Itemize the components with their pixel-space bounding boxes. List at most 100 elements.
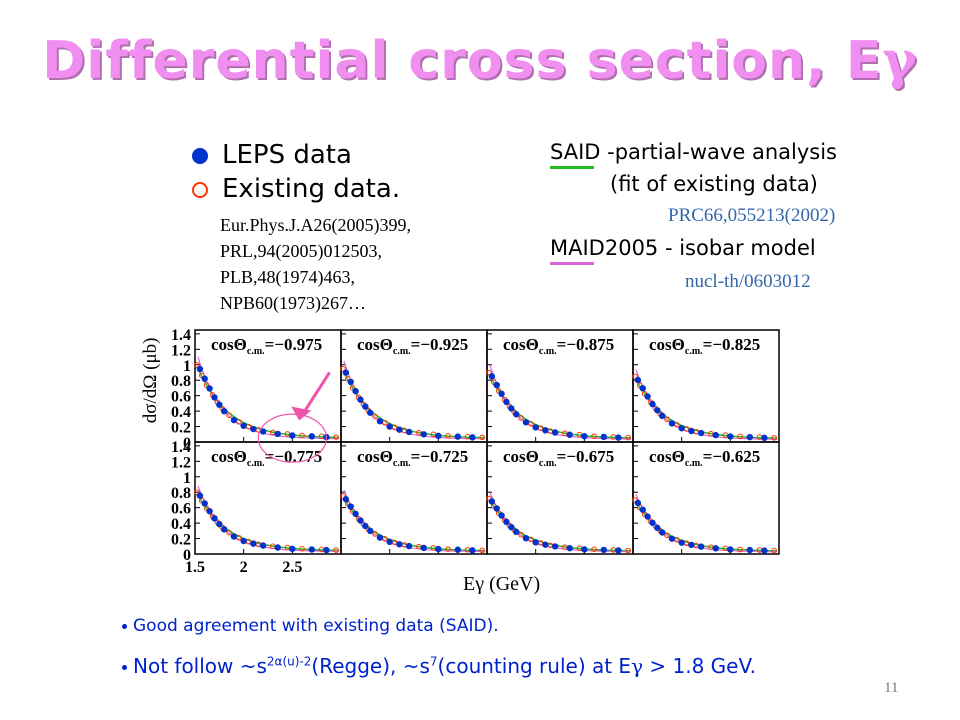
leps-data-point [649, 519, 656, 526]
leps-data-point [216, 401, 223, 408]
existing-data-point [372, 413, 378, 420]
existing-data-point [664, 416, 670, 423]
y-tick-label: 0.4 [171, 516, 191, 533]
maid-label: MAID2005 - isobar model [550, 236, 816, 260]
bullet-2-sup2: 7 [429, 654, 438, 669]
leps-data-point [503, 398, 510, 406]
bullet-2-part-a: Not follow ~s [133, 654, 267, 678]
reference-item: Eur.Phys.J.A26(2005)399, [220, 215, 412, 235]
existing-data-point [479, 434, 485, 441]
y-tick-label: 1.2 [171, 454, 191, 471]
bullet-2-part-c: (counting rule) at E [437, 654, 632, 678]
panel-label: cosΘc.m.=−0.725 [357, 447, 468, 469]
leps-data-point [615, 434, 622, 441]
leps-data-point [493, 505, 500, 512]
maid-curve [343, 489, 486, 553]
leps-data-point [274, 430, 281, 438]
leps-data-point [342, 369, 350, 376]
leps-data-point [727, 433, 734, 440]
maid-citation: nucl-th/0603012 [685, 271, 811, 292]
leps-data-point [367, 527, 374, 535]
existing-data-point [664, 532, 670, 539]
y-tick-label: 0.8 [171, 485, 191, 502]
leps-data-point [469, 547, 476, 554]
leps-data-point [668, 420, 676, 427]
leps-data-point [532, 539, 539, 546]
leps-data-point [600, 433, 607, 441]
leps-data-point [308, 546, 315, 553]
bullet-2-part-d: > 1.8 GeV. [643, 654, 756, 678]
leps-data-point [488, 498, 496, 505]
leps-data-point [352, 387, 359, 395]
bullet-2: Not follow ~s2α(u)-2(Regge), ~s7(countin… [122, 654, 756, 678]
leps-data-point [386, 538, 393, 546]
leps-data-point [697, 429, 705, 437]
existing-data-point [226, 412, 232, 419]
panel-label: cosΘc.m.=−0.925 [357, 335, 468, 357]
page-number: 11 [884, 680, 899, 696]
bullet-marker [122, 665, 127, 670]
x-axis-label: Eγ (GeV) [463, 573, 540, 594]
panel-label: cosΘc.m.=−0.825 [649, 335, 760, 357]
leps-data-point [420, 431, 427, 438]
leps-data-point [503, 518, 510, 526]
leps-data-point [513, 411, 520, 418]
leps-data-point [352, 510, 359, 518]
leps-data-point [513, 528, 520, 536]
leps-data-point [221, 526, 228, 533]
existing-data-point [194, 362, 200, 368]
existing-data-point [591, 433, 597, 439]
panel-label: cosΘc.m.=−0.875 [503, 335, 614, 357]
bullet-2-sup1: 2α(u)-2 [266, 654, 312, 669]
leps-data-point [240, 537, 247, 545]
existing-data-point [333, 547, 339, 553]
existing-data-point [771, 435, 777, 441]
leps-data-point [654, 407, 661, 414]
leps-data-point [342, 496, 350, 503]
y-tick-label: 0.2 [171, 532, 191, 549]
leps-data-point [542, 541, 549, 548]
leps-data-point [289, 545, 296, 553]
y-tick-label: 0.4 [171, 404, 191, 421]
existing-data-point [486, 369, 492, 376]
leps-data-point [551, 543, 559, 550]
leps-data-point [688, 427, 695, 435]
y-tick-label: 1 [183, 470, 191, 487]
leps-data-point [566, 544, 573, 552]
leps-data-point [727, 546, 734, 553]
said-line1: SAID -partial-wave analysis [550, 140, 837, 164]
y-tick-label: 0 [183, 547, 191, 564]
bullet-1-text: Good agreement with existing data (SAID)… [133, 616, 499, 636]
leps-data-point [688, 541, 695, 549]
leps-data-point [522, 419, 530, 426]
leps-data-point [634, 499, 642, 507]
existing-data-point [591, 546, 597, 553]
highlight-arrow-head [291, 406, 312, 421]
leps-data-point [469, 434, 476, 441]
leps-data-point [581, 432, 588, 440]
highlight-ellipse [257, 413, 327, 463]
leps-data-point [678, 539, 685, 546]
existing-data-point [518, 531, 524, 538]
leps-data-point [644, 393, 651, 400]
leps-data-point [289, 432, 296, 439]
leps-data-point [396, 541, 403, 548]
leps-data-point [435, 432, 442, 440]
existing-data-point [771, 547, 777, 554]
reference-item: NPB60(1973)267… [220, 293, 367, 313]
legend-existing-label: Existing data. [222, 174, 401, 204]
leps-data-point [746, 433, 753, 441]
x-tick-label: 2.5 [282, 559, 302, 576]
existing-data-point [340, 366, 346, 372]
slide-title: Differential cross section, Eγ [0, 30, 960, 91]
leps-data-point [357, 396, 364, 403]
leps-data-point [386, 423, 393, 430]
leps-data-point [532, 424, 539, 431]
existing-data-point [226, 529, 232, 536]
existing-data-point [625, 434, 631, 441]
legend-leps: LEPS data [192, 140, 352, 170]
title-gamma: γ [882, 30, 918, 91]
existing-data-point [299, 432, 305, 439]
leps-data-point [347, 503, 354, 510]
existing-data-point [445, 433, 451, 439]
